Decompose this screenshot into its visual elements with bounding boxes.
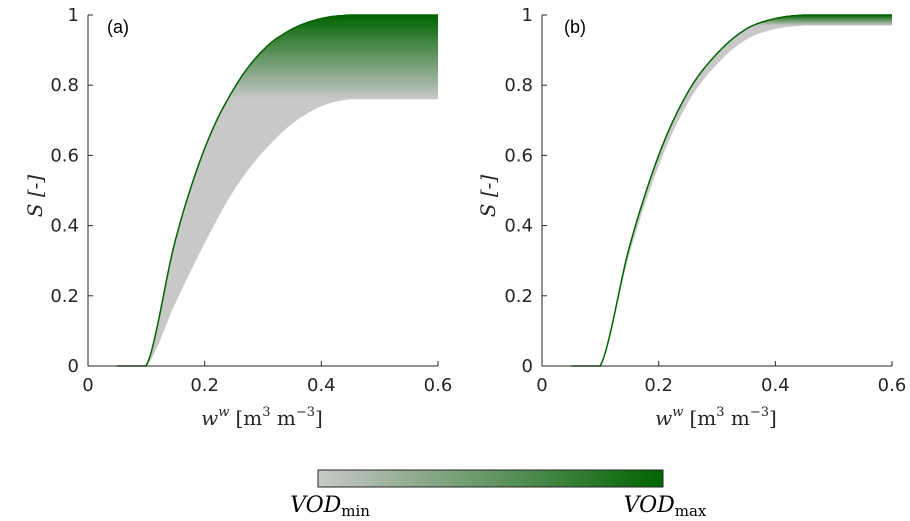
x-axis-label-b-unit-end: ] bbox=[769, 406, 777, 430]
x-tick-label-a: 0.2 bbox=[190, 375, 219, 396]
x-axis-label-b-unit-sup2: −3 bbox=[750, 405, 769, 420]
x-axis-label-b-unit-mid: m bbox=[725, 406, 750, 430]
y-tick-label-a: 0 bbox=[68, 356, 79, 377]
y-tick-label-b: 0.4 bbox=[504, 216, 533, 237]
y-tick-label-b: 0 bbox=[522, 356, 533, 377]
colorbar-max-sub: max bbox=[675, 502, 707, 520]
colorbar-min-main: VOD bbox=[290, 493, 342, 518]
y-tick-label-a: 0.6 bbox=[50, 145, 79, 166]
y-tick-label-b: 1 bbox=[522, 5, 533, 26]
colorbar-gradient bbox=[317, 469, 664, 488]
x-tick-label-a: 0.4 bbox=[307, 375, 336, 396]
x-tick-label-b: 0.4 bbox=[761, 375, 790, 396]
x-axis-label-b-sup: w bbox=[672, 405, 683, 420]
band-area-b bbox=[571, 15, 892, 366]
band-upper-line-a bbox=[117, 14, 438, 367]
x-axis-label-a-var: w bbox=[201, 406, 218, 430]
panel-b: (b) S [-] ww [m3 m−3] 0 0.2 0.4 0.6 0 0.2 0.4 0.… bbox=[476, 5, 906, 430]
y-axis-label-a: S [-] bbox=[23, 175, 47, 218]
x-axis-label-a-unit-sup1: 3 bbox=[262, 405, 270, 420]
x-tick-label-b: 0 bbox=[536, 375, 547, 396]
x-tick-label-b: 0.2 bbox=[644, 375, 673, 396]
colorbar-min-label: VODmin bbox=[290, 493, 370, 520]
x-axis-label-a-unit-mid: m bbox=[271, 406, 296, 430]
y-tick-label-b: 0.6 bbox=[504, 145, 533, 166]
panel-label-b: (b) bbox=[564, 17, 586, 37]
y-axis-label-b: S [-] bbox=[476, 175, 500, 218]
x-tick-label-a: 0 bbox=[82, 375, 93, 396]
band-upper-line-b bbox=[571, 14, 892, 367]
y-tick-label-b: 0.2 bbox=[504, 286, 533, 307]
x-tick-label-b: 0.6 bbox=[878, 375, 907, 396]
y-tick-label-a: 0.4 bbox=[50, 216, 79, 237]
x-axis-label-a: ww [m3 m−3] bbox=[201, 405, 323, 430]
band-area-a bbox=[117, 15, 438, 366]
colorbar: VODmin VODmax bbox=[290, 469, 707, 520]
x-tick-label-a: 0.6 bbox=[424, 375, 453, 396]
colorbar-max-label: VODmax bbox=[624, 493, 707, 520]
x-axis-label-b-unit: [m bbox=[689, 406, 716, 430]
y-tick-label-a: 0.2 bbox=[50, 286, 79, 307]
panel-a: (a) S [-] ww [m3 m−3] 0 0.2 0.4 0.6 0 0.2 0.4 0.… bbox=[23, 5, 452, 430]
x-axis-label-a-unit-end: ] bbox=[315, 406, 323, 430]
y-tick-label-a: 1 bbox=[68, 5, 79, 26]
colorbar-max-main: VOD bbox=[624, 493, 676, 518]
x-axis-label-a-unit-sup2: −3 bbox=[296, 405, 315, 420]
panel-label-a: (a) bbox=[107, 17, 129, 37]
y-tick-label-b: 0.8 bbox=[504, 75, 533, 96]
x-axis-label-a-sup: w bbox=[218, 405, 229, 420]
x-axis-label-b-var: w bbox=[655, 406, 672, 430]
colorbar-min-sub: min bbox=[341, 502, 370, 520]
x-axis-label-b-unit-sup1: 3 bbox=[716, 405, 724, 420]
x-axis-label-b: ww [m3 m−3] bbox=[655, 405, 777, 430]
y-axis-label-a-text: S [-] bbox=[23, 175, 47, 218]
y-axis-label-b-text: S [-] bbox=[476, 175, 500, 218]
x-axis-label-a-unit: [m bbox=[235, 406, 262, 430]
y-tick-label-a: 0.8 bbox=[50, 75, 79, 96]
